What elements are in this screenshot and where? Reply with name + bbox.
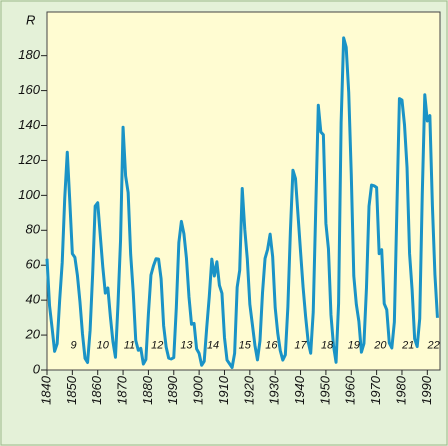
x-tick-label: 1880 [140, 375, 155, 405]
y-tick-label: 60 [26, 257, 41, 272]
y-tick-label: 0 [33, 361, 41, 376]
x-tick-label: 1940 [292, 375, 307, 405]
y-tick-label: 40 [26, 292, 41, 307]
x-tick-label: 1970 [368, 375, 383, 405]
cycle-label: 21 [401, 339, 414, 351]
cycle-label: 13 [180, 339, 193, 351]
x-tick-label: 1980 [393, 375, 408, 405]
x-tick-label: 1870 [115, 375, 130, 405]
cycle-label: 17 [294, 339, 307, 351]
x-tick-label: 1890 [165, 375, 180, 405]
y-tick-label: 80 [26, 222, 41, 237]
cycle-label: 19 [348, 339, 360, 351]
y-tick-label: 20 [25, 327, 41, 342]
cycle-label: 20 [373, 339, 387, 351]
x-tick-label: 1840 [38, 375, 53, 405]
y-tick-label: 140 [18, 117, 40, 132]
cycle-label: 22 [427, 339, 440, 351]
y-tick-label: 180 [18, 47, 40, 62]
x-tick-label: 1950 [317, 375, 332, 405]
y-axis-label: R [26, 12, 35, 27]
y-tick-label: 160 [18, 82, 40, 97]
x-tick-label: 1920 [241, 375, 256, 405]
x-tick-label: 1850 [64, 375, 79, 405]
cycle-label: 18 [321, 339, 334, 351]
x-tick-label: 1930 [267, 375, 282, 405]
cycle-label: 10 [97, 339, 110, 351]
cycle-label: 12 [151, 339, 163, 351]
x-tick-label: 1910 [216, 375, 231, 405]
x-tick-label: 1960 [343, 375, 358, 405]
cycle-label: 11 [124, 339, 135, 351]
cycle-label: 15 [239, 339, 252, 351]
y-tick-label: 120 [18, 152, 40, 167]
y-tick-label: 100 [18, 187, 40, 202]
cycle-label: 16 [265, 339, 278, 351]
cycle-label: 14 [207, 339, 219, 351]
x-tick-label: 1860 [89, 375, 104, 405]
cycle-label: 9 [71, 339, 77, 351]
x-tick-label: 1900 [191, 375, 206, 405]
x-tick-label: 1990 [419, 375, 434, 405]
data-line [45, 36, 439, 370]
